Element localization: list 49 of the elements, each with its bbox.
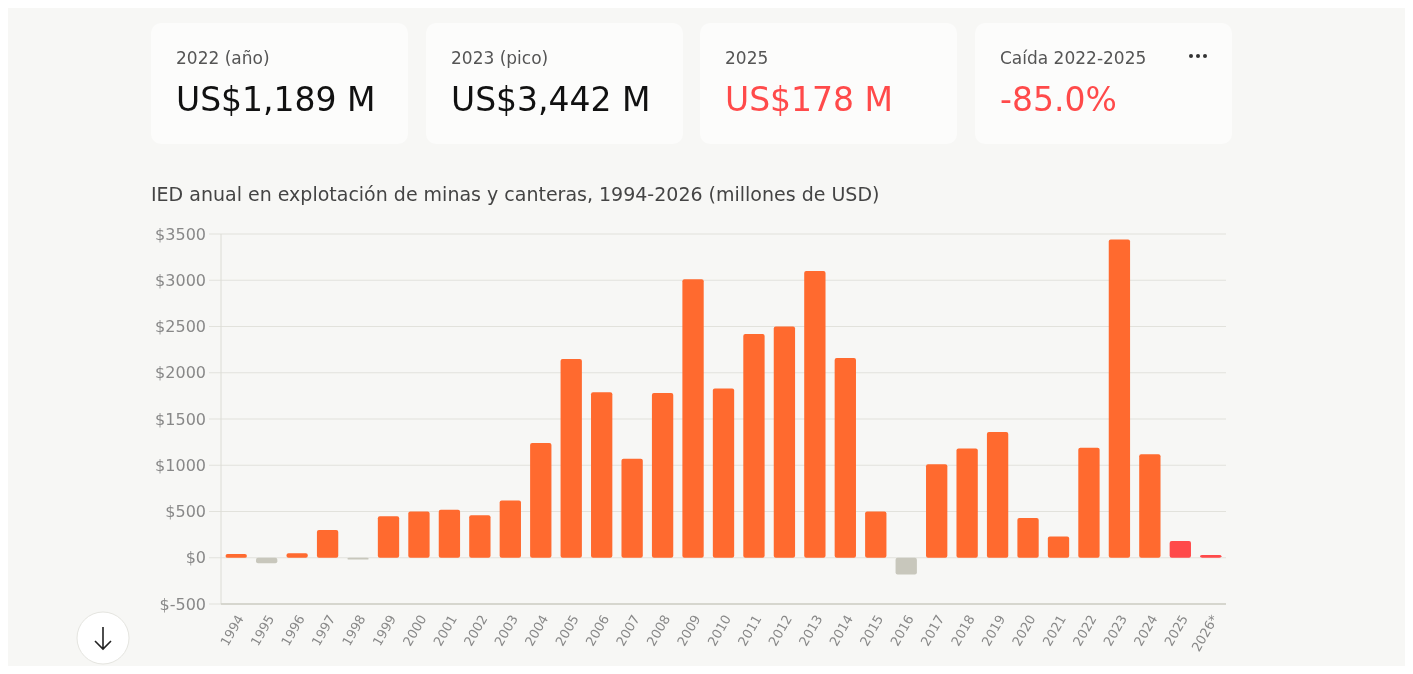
text: -85.0% bbox=[1000, 80, 1117, 119]
bar bbox=[530, 443, 552, 558]
bar bbox=[1139, 454, 1161, 558]
y-tick-label: $1500 bbox=[155, 409, 206, 429]
bar bbox=[865, 511, 887, 558]
bar bbox=[225, 554, 247, 558]
y-tick-label: $2000 bbox=[155, 363, 206, 383]
y-tick-label: $500 bbox=[165, 502, 206, 522]
bar bbox=[1200, 554, 1222, 558]
bar bbox=[651, 393, 674, 558]
bar bbox=[286, 553, 308, 558]
bar bbox=[895, 557, 917, 575]
bar bbox=[743, 333, 765, 558]
bar bbox=[591, 392, 613, 558]
bar bbox=[926, 464, 948, 558]
bar bbox=[773, 326, 796, 558]
bar bbox=[682, 279, 704, 558]
chart-title: IED anual en explotación de minas y canteras, 1994-2026 (millones de USD) bbox=[151, 183, 880, 205]
bar bbox=[1017, 517, 1039, 558]
bar bbox=[316, 530, 339, 558]
y-tick-label: $2500 bbox=[155, 317, 206, 337]
bar bbox=[560, 358, 582, 558]
text: US$178 M bbox=[725, 80, 894, 119]
y-tick-label: $0 bbox=[185, 548, 206, 568]
y-tick-label: $3500 bbox=[155, 224, 206, 244]
bar bbox=[1047, 536, 1070, 558]
text: US$1,189 M bbox=[176, 80, 376, 119]
bar bbox=[438, 509, 461, 558]
text: US$3,442 M bbox=[451, 80, 651, 119]
y-tick-label: $-500 bbox=[159, 594, 206, 614]
y-tick-label: $3000 bbox=[155, 270, 206, 290]
bar bbox=[956, 448, 978, 558]
bar bbox=[499, 500, 521, 558]
text: 2025 bbox=[725, 48, 769, 68]
bar bbox=[621, 458, 643, 558]
bar bbox=[377, 516, 400, 558]
bar bbox=[1078, 447, 1100, 558]
bar bbox=[986, 431, 1009, 558]
bar bbox=[1108, 239, 1131, 558]
text: 2022 (año) bbox=[176, 48, 270, 68]
bar bbox=[834, 357, 856, 558]
bar bbox=[469, 515, 491, 558]
bar bbox=[712, 388, 735, 558]
bar bbox=[1169, 541, 1191, 558]
bar bbox=[408, 511, 430, 558]
text: Caída 2022-2025 bbox=[1000, 48, 1147, 68]
bar bbox=[804, 271, 826, 558]
text: 2023 (pico) bbox=[451, 48, 549, 68]
y-tick-label: $1000 bbox=[155, 455, 206, 475]
